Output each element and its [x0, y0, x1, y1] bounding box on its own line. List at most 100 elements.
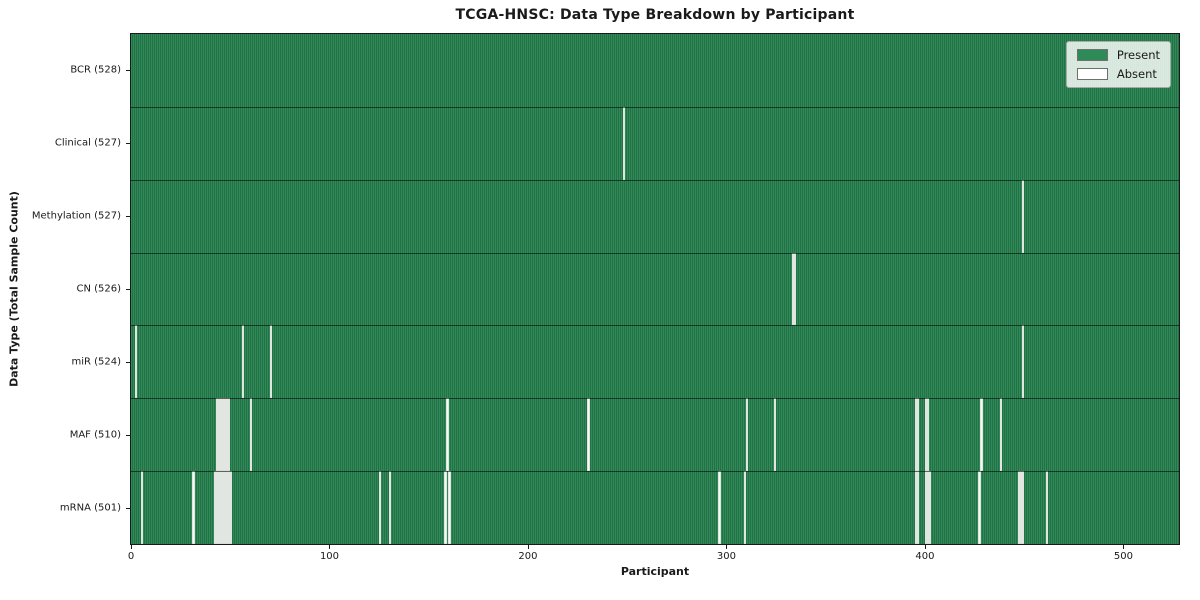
- x-tick-label: 200: [518, 551, 538, 562]
- absent-mark: [192, 471, 195, 544]
- row-separator: [131, 325, 1179, 327]
- absent-mark: [1021, 179, 1025, 253]
- absent-mark: [622, 106, 626, 180]
- absent-mark: [223, 471, 227, 544]
- absent-mark: [916, 398, 920, 472]
- absent-mark: [924, 398, 928, 472]
- heatmap-row: [131, 325, 1179, 399]
- x-tick-mark: [726, 545, 728, 549]
- absent-mark: [914, 398, 918, 472]
- absent-mark: [388, 471, 392, 544]
- absent-mark: [446, 398, 449, 472]
- absent-mark: [1021, 325, 1025, 399]
- x-tick-mark: [1123, 545, 1125, 549]
- absent-mark: [222, 398, 225, 472]
- absent-mark: [216, 471, 219, 544]
- absent-mark: [220, 471, 223, 544]
- row-separator: [131, 106, 1179, 108]
- legend-absent-label: Absent: [1116, 67, 1157, 81]
- absent-mark: [134, 325, 138, 399]
- absent-mark: [225, 471, 229, 544]
- absent-mark: [1000, 398, 1003, 472]
- absent-mark: [225, 398, 229, 472]
- absent-mark: [140, 471, 143, 544]
- absent-mark: [1019, 471, 1023, 544]
- row-label: Methylation (527): [31, 210, 121, 222]
- x-tick-mark: [527, 545, 529, 549]
- row-label: Clinical (527): [54, 137, 121, 149]
- x-tick-label: 400: [915, 551, 935, 562]
- absent-mark: [1021, 471, 1025, 544]
- absent-mark: [218, 471, 221, 544]
- absent-mark: [269, 325, 273, 399]
- row-label: BCR (528): [70, 64, 121, 76]
- absent-mark: [718, 471, 721, 544]
- x-tick-mark: [131, 545, 132, 549]
- x-tick-mark: [329, 545, 331, 549]
- absent-mark: [241, 325, 245, 399]
- absent-mark: [229, 471, 233, 544]
- row-label: miR (524): [71, 356, 121, 368]
- absent-mark: [1017, 471, 1021, 544]
- row-label: MAF (510): [69, 429, 121, 441]
- y-tick-mark: [126, 507, 130, 509]
- y-tick-mark: [126, 216, 130, 218]
- absent-mark: [448, 471, 451, 544]
- x-axis-label: Participant: [620, 565, 690, 578]
- absent-mark: [791, 252, 795, 326]
- row-separator: [131, 471, 1179, 473]
- absent-mark: [773, 398, 777, 472]
- heatmap-row: [131, 179, 1179, 253]
- y-tick-mark: [126, 70, 130, 72]
- y-tick-mark: [126, 289, 130, 290]
- x-tick-mark: [924, 545, 926, 549]
- row-label: mRNA (501): [59, 502, 121, 514]
- heatmap-row: [131, 398, 1179, 472]
- heatmap-row: [131, 34, 1179, 107]
- absent-mark: [249, 398, 253, 472]
- chart-title: TCGA-HNSC: Data Type Breakdown by Partic…: [455, 7, 855, 23]
- absent-mark: [220, 398, 223, 472]
- legend-entry-present: Present: [1076, 48, 1160, 62]
- absent-mark: [980, 398, 983, 472]
- absent-mark: [793, 252, 797, 326]
- absent-mark: [227, 471, 231, 544]
- absent-mark: [444, 471, 447, 544]
- y-tick-mark: [126, 361, 130, 363]
- absent-mark: [916, 471, 920, 544]
- absent-mark: [926, 398, 929, 472]
- y-tick-mark: [126, 143, 130, 145]
- absent-mark: [746, 398, 749, 472]
- heatmap-row: [131, 252, 1179, 326]
- legend-present-swatch: [1076, 49, 1108, 61]
- absent-mark: [924, 471, 928, 544]
- heatmap-row: [131, 471, 1179, 544]
- plot-area: Present Absent: [130, 33, 1180, 545]
- heatmap-row: [131, 106, 1179, 180]
- x-tick-label: 100: [319, 551, 340, 562]
- absent-mark: [926, 471, 929, 544]
- row-separator: [131, 398, 1179, 400]
- absent-mark: [223, 398, 227, 472]
- absent-mark: [214, 471, 217, 544]
- absent-mark: [587, 398, 590, 472]
- legend-absent-swatch: [1076, 68, 1108, 80]
- legend-entry-absent: Absent: [1076, 67, 1160, 81]
- absent-mark: [914, 471, 918, 544]
- row-separator: [131, 179, 1179, 181]
- y-tick-mark: [126, 434, 130, 436]
- absent-mark: [218, 398, 221, 472]
- absent-mark: [928, 471, 931, 544]
- row-label: CN (526): [76, 283, 121, 295]
- absent-mark: [1045, 471, 1049, 544]
- row-separator: [131, 252, 1179, 254]
- x-tick-label: 500: [1113, 551, 1133, 562]
- legend: Present Absent: [1065, 41, 1171, 88]
- absent-mark: [744, 471, 747, 544]
- absent-mark: [378, 471, 382, 544]
- absent-mark: [227, 398, 231, 472]
- absent-mark: [222, 471, 225, 544]
- legend-present-label: Present: [1116, 48, 1160, 62]
- x-tick-label: 0: [127, 551, 135, 562]
- absent-mark: [978, 471, 981, 544]
